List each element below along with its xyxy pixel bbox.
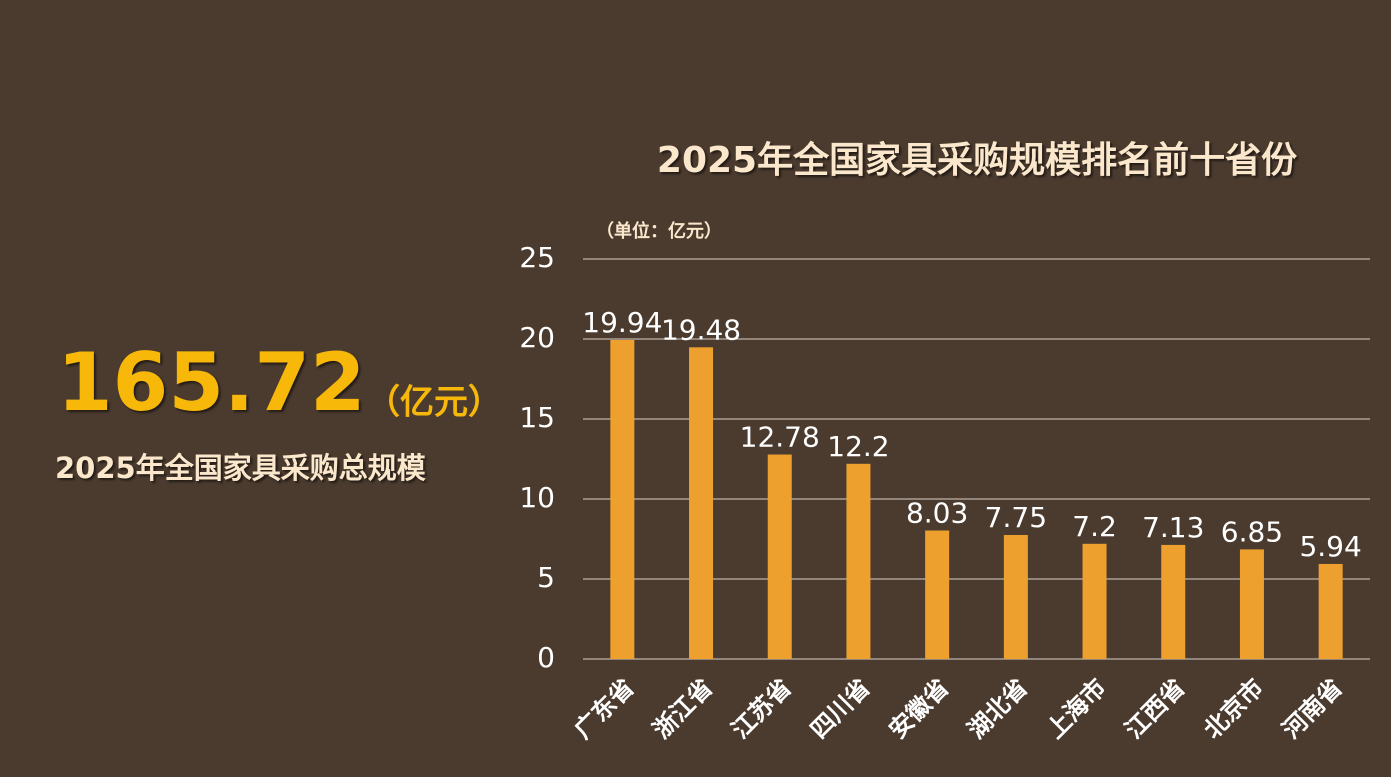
value-label: 12.78 — [740, 421, 820, 454]
bar — [1161, 544, 1186, 659]
bar — [925, 530, 950, 659]
value-label: 7.75 — [985, 501, 1047, 534]
y-tick-label: 15 — [519, 401, 555, 434]
bar — [1318, 563, 1343, 659]
bar — [1003, 535, 1028, 659]
x-tick-label: 浙江省 — [648, 673, 719, 744]
y-tick-label: 10 — [519, 481, 555, 514]
bar — [610, 339, 635, 659]
value-label: 5.94 — [1299, 530, 1361, 563]
x-tick-label: 上海市 — [1041, 673, 1112, 744]
value-label: 8.03 — [906, 497, 968, 530]
value-label: 12.2 — [827, 430, 889, 463]
y-tick-label: 0 — [537, 641, 555, 674]
x-tick-label: 江西省 — [1120, 673, 1191, 744]
chart-title: 2025年全国家具采购规模排名前十省份 — [657, 139, 1297, 181]
x-tick-label: 四川省 — [805, 673, 876, 744]
stat-label: 2025年全国家具采购总规模 — [55, 451, 427, 485]
bar — [689, 347, 714, 659]
x-tick-label: 河南省 — [1277, 673, 1348, 744]
unit-label: （单位：亿元） — [596, 220, 722, 242]
y-tick-label: 5 — [537, 561, 555, 594]
x-tick-label: 北京市 — [1198, 673, 1269, 744]
bar — [1082, 543, 1107, 659]
stat-value: 165.72 — [57, 336, 366, 429]
bar — [846, 463, 871, 659]
value-label: 19.94 — [582, 306, 662, 339]
value-label: 6.85 — [1221, 515, 1283, 548]
y-tick-label: 25 — [519, 241, 555, 274]
x-tick-label: 安徽省 — [884, 673, 955, 744]
x-tick-label: 广东省 — [569, 673, 640, 744]
bar — [767, 454, 792, 659]
value-label: 7.2 — [1072, 510, 1117, 543]
value-label: 7.13 — [1142, 511, 1204, 544]
value-label: 19.48 — [661, 313, 741, 346]
y-tick-label: 20 — [519, 321, 555, 354]
stat-unit: （亿元） — [366, 383, 502, 423]
x-tick-label: 湖北省 — [962, 673, 1033, 744]
bar — [1239, 549, 1264, 659]
x-tick-label: 江苏省 — [726, 673, 797, 744]
